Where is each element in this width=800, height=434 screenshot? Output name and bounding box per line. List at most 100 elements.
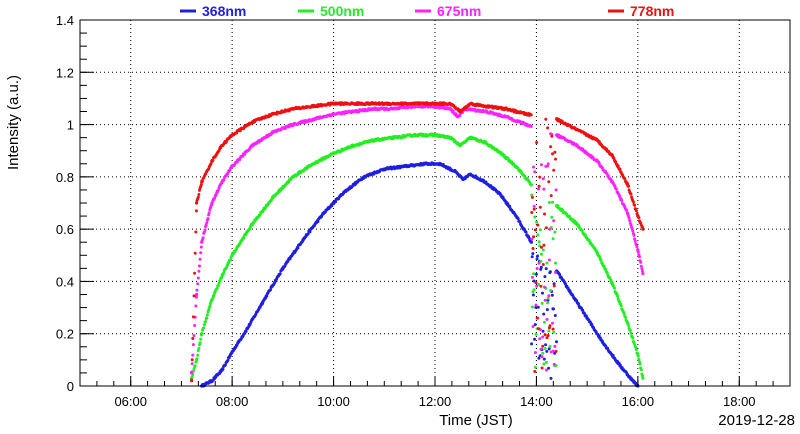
data-point — [533, 337, 537, 341]
data-point — [634, 209, 638, 213]
y-tick-label: 1.2 — [56, 65, 74, 80]
data-point — [533, 365, 537, 369]
data-point — [553, 344, 557, 348]
data-point — [202, 326, 206, 330]
data-point — [531, 252, 535, 256]
data-point — [278, 272, 282, 276]
data-point — [547, 258, 551, 262]
data-point — [611, 353, 615, 357]
data-point — [550, 293, 554, 297]
data-point — [638, 362, 642, 366]
data-point — [544, 343, 548, 347]
data-point — [308, 230, 312, 234]
data-point — [190, 378, 194, 382]
data-point — [192, 367, 196, 371]
data-point — [206, 217, 210, 220]
series-368nm — [200, 161, 640, 388]
data-point — [538, 205, 542, 209]
data-point — [201, 179, 204, 183]
data-point — [543, 285, 546, 289]
data-point — [546, 296, 550, 300]
data-point — [192, 294, 196, 298]
data-point — [583, 312, 586, 316]
data-point — [551, 327, 555, 331]
data-point — [639, 260, 643, 264]
data-point — [193, 251, 197, 255]
data-point — [541, 291, 544, 295]
data-point — [306, 232, 310, 236]
data-point — [529, 240, 533, 243]
data-point — [540, 163, 543, 167]
data-point — [553, 230, 557, 234]
data-point — [543, 333, 547, 337]
data-point — [536, 305, 540, 309]
data-point — [219, 276, 223, 280]
data-point — [205, 316, 209, 320]
data-point — [549, 145, 553, 149]
data-point — [538, 228, 542, 232]
data-point — [194, 304, 198, 308]
data-point — [547, 366, 551, 370]
data-point — [194, 209, 198, 213]
data-point — [533, 215, 537, 219]
data-point — [553, 314, 557, 317]
data-point — [539, 259, 543, 263]
data-point — [637, 357, 641, 361]
data-point — [242, 236, 246, 240]
data-point — [550, 134, 554, 138]
data-point — [199, 245, 203, 249]
data-point — [217, 281, 221, 285]
data-point — [197, 193, 201, 196]
data-point — [546, 334, 550, 337]
data-point — [198, 257, 202, 261]
data-point — [546, 126, 550, 130]
data-point — [545, 317, 549, 321]
data-point — [195, 292, 199, 297]
data-point — [193, 271, 197, 275]
x-tick-label: 06:00 — [114, 394, 147, 409]
data-point — [198, 264, 201, 268]
data-point — [530, 237, 534, 241]
data-point — [632, 233, 636, 237]
data-point — [221, 367, 225, 371]
data-point — [529, 113, 533, 117]
data-point — [538, 337, 542, 341]
data-point — [545, 261, 549, 265]
data-point — [220, 181, 224, 185]
data-point — [194, 230, 198, 234]
x-axis-title: Time (JST) — [439, 412, 513, 429]
data-point — [602, 264, 606, 268]
data-point — [222, 178, 226, 182]
data-point — [537, 187, 540, 191]
data-point — [543, 347, 547, 350]
data-point — [552, 330, 556, 334]
data-point — [554, 157, 557, 161]
data-point — [544, 368, 548, 372]
data-point — [549, 194, 553, 198]
data-point — [334, 200, 338, 204]
data-point — [541, 248, 545, 252]
legend-label-778nm: 778nm — [630, 3, 674, 19]
data-point — [554, 188, 558, 192]
data-point — [552, 284, 556, 288]
data-point — [554, 261, 557, 265]
data-point — [532, 272, 536, 276]
data-point — [597, 334, 601, 338]
data-point — [532, 279, 536, 283]
data-point — [537, 356, 541, 360]
x-tick-label: 14:00 — [520, 394, 553, 409]
data-point — [196, 195, 200, 199]
data-point — [199, 183, 203, 187]
data-point — [204, 320, 208, 323]
data-point — [229, 258, 232, 262]
data-point — [636, 354, 640, 358]
data-point — [209, 162, 213, 166]
data-point — [547, 347, 551, 351]
data-point — [544, 226, 548, 230]
data-point — [190, 362, 194, 366]
data-point — [530, 195, 534, 199]
data-point — [316, 220, 320, 223]
data-point — [581, 308, 585, 312]
data-point — [223, 363, 227, 367]
